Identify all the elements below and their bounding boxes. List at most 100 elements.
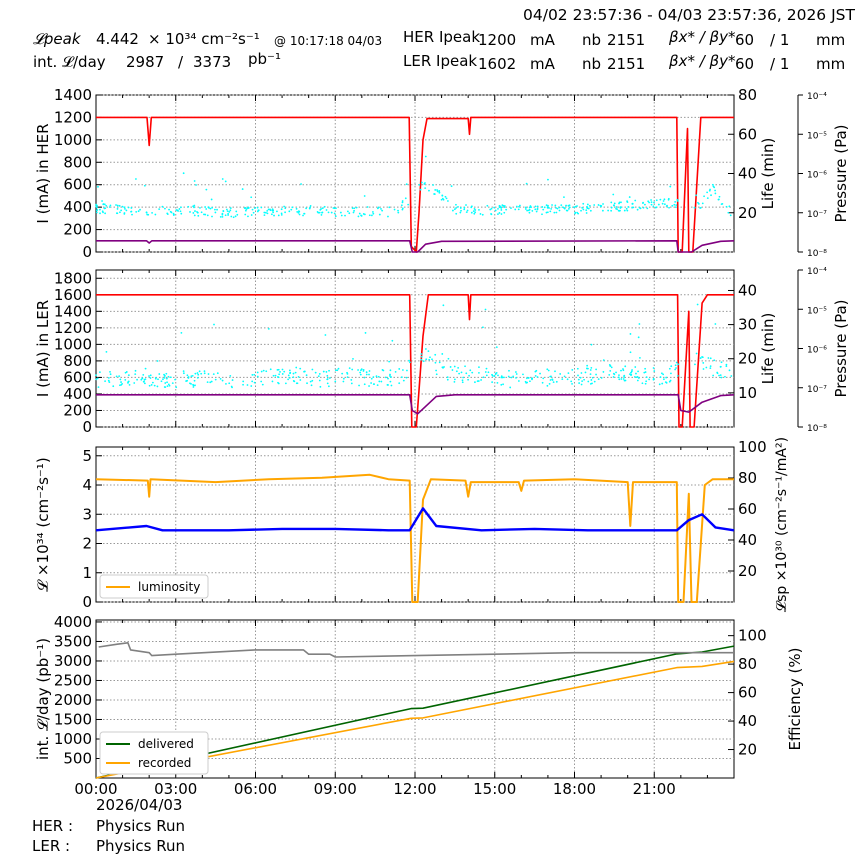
lifetime-point <box>394 370 397 373</box>
lifetime-point <box>528 206 531 209</box>
lifetime-point <box>474 211 477 214</box>
lifetime-point <box>585 212 588 214</box>
x-tick-label: 03:00 <box>154 780 197 798</box>
y-tick-label: 3000 <box>54 652 92 670</box>
y-tick-label: 3500 <box>54 632 92 650</box>
lifetime-point <box>341 372 344 375</box>
y-tick-label: 1200 <box>54 108 92 126</box>
lifetime-point <box>309 380 312 383</box>
lifetime-point <box>618 201 621 204</box>
y-tick-label: 1200 <box>54 319 92 337</box>
lifetime-point <box>378 213 381 216</box>
lifetime-point <box>670 365 673 368</box>
series-line-her-pressure <box>96 240 735 253</box>
lifetime-point <box>166 385 169 388</box>
lifetime-point <box>650 201 653 204</box>
lifetime-point <box>542 208 545 211</box>
pressure-axis-label: Pressure (Pa) <box>832 299 850 397</box>
lifetime-point <box>352 211 355 214</box>
lifetime-point <box>578 382 581 384</box>
lifetime-point <box>728 205 731 208</box>
y2-tick-label: 20 <box>738 350 757 368</box>
lifetime-point <box>196 211 198 213</box>
lifetime-point <box>376 384 379 386</box>
lifetime-point <box>288 369 291 372</box>
lifetime-point <box>310 384 313 387</box>
lifetime-point <box>357 369 359 371</box>
lifetime-point <box>195 184 197 186</box>
y-tick-label: 5 <box>82 447 92 465</box>
lifetime-point <box>276 210 278 213</box>
lifetime-point <box>112 385 115 388</box>
lifetime-point <box>205 188 208 191</box>
lifetime-point <box>674 364 677 367</box>
lifetime-point <box>216 372 219 375</box>
lifetime-point <box>389 375 391 377</box>
lifetime-point <box>95 374 97 377</box>
lifetime-point <box>227 214 230 216</box>
lifetime-point <box>545 204 548 207</box>
lifetime-point <box>247 206 250 209</box>
lifetime-point <box>459 211 462 214</box>
lifetime-point <box>505 208 508 211</box>
lifetime-point <box>221 379 224 382</box>
lifetime-point <box>297 375 300 378</box>
lifetime-point <box>620 378 623 380</box>
lifetime-point <box>670 372 672 375</box>
lifetime-point <box>321 207 324 210</box>
lifetime-point <box>134 373 137 376</box>
lifetime-point <box>99 208 101 211</box>
y-tick-label: 0 <box>82 593 92 611</box>
lifetime-point <box>551 204 553 206</box>
lifetime-point <box>353 207 356 210</box>
lifetime-point <box>580 383 583 386</box>
lifetime-point <box>253 381 256 384</box>
lifetime-point <box>116 212 119 215</box>
her-ipeak-value: 1200 <box>478 31 517 49</box>
lifetime-point <box>169 376 172 379</box>
lifetime-point <box>459 207 462 209</box>
y2-axis-label: Life (min) <box>759 138 777 210</box>
lifetime-point <box>148 384 151 387</box>
lifetime-point <box>515 371 517 373</box>
lifetime-point <box>269 368 272 371</box>
lifetime-point <box>428 358 431 361</box>
lifetime-point <box>292 372 295 375</box>
lifetime-point <box>350 382 353 385</box>
lifetime-point <box>327 211 330 214</box>
y-tick-label: 1600 <box>54 286 92 304</box>
lifetime-point <box>500 213 503 215</box>
lifetime-point <box>478 366 480 369</box>
lifetime-point <box>135 178 137 180</box>
lifetime-point <box>105 204 108 207</box>
lifetime-point <box>452 209 454 212</box>
lifetime-point <box>292 380 295 382</box>
lifetime-point <box>193 180 196 182</box>
lifetime-point <box>363 195 366 197</box>
ler-ipeak-label: LER Ipeak <box>403 52 478 70</box>
lifetime-point <box>273 214 275 217</box>
lifetime-point <box>669 185 672 188</box>
lifetime-point <box>493 375 496 378</box>
lifetime-point <box>554 204 557 207</box>
y-tick-label: 4000 <box>54 613 92 631</box>
lifetime-point <box>639 207 642 210</box>
lifetime-point <box>423 183 426 185</box>
lifetime-point <box>697 201 699 204</box>
lifetime-point <box>387 377 389 380</box>
lifetime-point <box>219 377 222 380</box>
lifetime-point <box>435 369 437 372</box>
lifetime-point <box>588 204 591 207</box>
lifetime-point <box>203 213 205 216</box>
lifetime-point <box>360 214 362 217</box>
lifetime-point <box>154 377 157 380</box>
lifetime-point <box>221 215 224 218</box>
lifetime-point <box>187 205 190 208</box>
lifetime-point <box>348 367 351 370</box>
lifetime-point <box>535 210 538 213</box>
lifetime-point <box>546 211 549 214</box>
y2-tick-label: 80 <box>738 469 757 487</box>
lifetime-point <box>342 377 345 380</box>
lifetime-point <box>384 376 387 379</box>
lifetime-point <box>474 381 476 384</box>
